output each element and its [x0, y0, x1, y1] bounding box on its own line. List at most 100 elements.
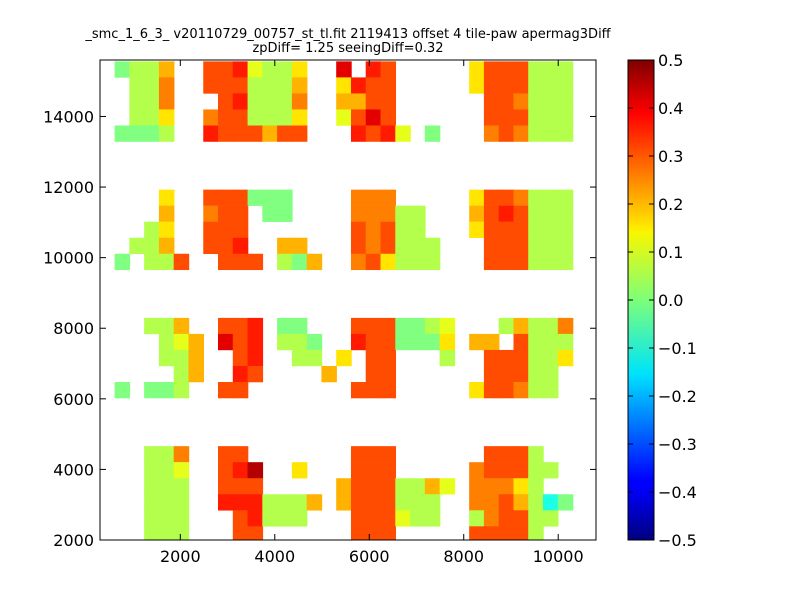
- heatmap-cell: [528, 221, 544, 238]
- heatmap-cell: [218, 462, 234, 479]
- heatmap-cell: [557, 189, 574, 206]
- heatmap-cell: [498, 510, 515, 527]
- heatmap-cell: [129, 77, 145, 94]
- heatmap-cell: [513, 253, 529, 271]
- heatmap-cell: [483, 382, 500, 399]
- heatmap-cell: [424, 510, 441, 527]
- heatmap-cell: [247, 462, 264, 479]
- colorbar-tick-label: −0.2: [658, 387, 697, 406]
- heatmap-cell: [557, 317, 574, 335]
- heatmap-cell: [218, 317, 234, 335]
- heatmap-cell: [262, 109, 278, 126]
- heatmap-cell: [365, 462, 382, 479]
- heatmap-cell: [291, 109, 308, 126]
- heatmap-cell: [247, 526, 264, 541]
- heatmap-cell: [498, 494, 515, 511]
- heatmap-cell: [232, 349, 249, 367]
- heatmap-cell: [247, 93, 264, 110]
- heatmap-cell: [498, 125, 515, 142]
- heatmap-cell: [365, 349, 382, 367]
- heatmap-cell: [277, 317, 293, 335]
- heatmap-cell: [218, 205, 234, 222]
- heatmap-cell: [424, 253, 441, 271]
- heatmap-cell: [218, 109, 234, 126]
- heatmap-cell: [469, 205, 485, 222]
- heatmap-cell: [350, 317, 367, 335]
- heatmap-cell: [365, 253, 382, 271]
- heatmap-cell: [173, 526, 190, 541]
- heatmap-cell: [439, 349, 456, 367]
- heatmap-cell: [410, 221, 426, 238]
- x-tick-label: 10000: [533, 547, 584, 566]
- heatmap-cell: [380, 77, 397, 94]
- heatmap-cell: [365, 205, 382, 222]
- heatmap-cell: [291, 349, 308, 367]
- heatmap-cell: [336, 109, 352, 126]
- heatmap-cell: [365, 494, 382, 511]
- heatmap-cell: [498, 77, 515, 94]
- heatmap-cell: [557, 205, 574, 222]
- colorbar-tick-label: −0.1: [658, 339, 697, 358]
- heatmap-cell: [513, 510, 529, 527]
- heatmap-cell: [188, 366, 204, 383]
- heatmap-cell: [528, 189, 544, 206]
- heatmap-cell: [380, 93, 397, 110]
- heatmap-cell: [395, 317, 411, 335]
- heatmap-cell: [424, 494, 441, 511]
- heatmap-cell: [350, 205, 367, 222]
- heatmap-cell: [114, 61, 131, 78]
- heatmap-cell: [498, 109, 515, 126]
- heatmap-cell: [483, 61, 500, 78]
- heatmap-cell: [513, 317, 529, 335]
- heatmap-cell: [144, 109, 160, 126]
- colorbar: 0.5 0.4 0.3 0.2 0.1 0.0 −0.1 −0.2 −0.3 −0.4 −0.5: [627, 51, 697, 550]
- heatmap-cell: [232, 366, 249, 383]
- heatmap-cell: [557, 93, 574, 110]
- heatmap-cell: [439, 478, 456, 495]
- heatmap-cell: [158, 317, 175, 335]
- heatmap-cell: [543, 317, 559, 335]
- heatmap-cell: [498, 317, 515, 335]
- heatmap-cell: [483, 77, 500, 94]
- heatmap-cell: [129, 93, 145, 110]
- heatmap-cell: [469, 333, 485, 351]
- heatmap-cell: [203, 61, 219, 78]
- heatmap-cell: [188, 333, 204, 351]
- heatmap-cell: [528, 61, 544, 78]
- heatmap-cell: [498, 221, 515, 238]
- heatmap-cell: [247, 189, 264, 206]
- heatmap-cell: [424, 237, 441, 255]
- heatmap-cell: [158, 494, 175, 511]
- heatmap-cell: [262, 77, 278, 94]
- heatmap-cell: [513, 446, 529, 463]
- heatmap-cell: [350, 382, 367, 399]
- colorbar-tick-label: −0.3: [658, 435, 697, 454]
- heatmap-cell: [483, 93, 500, 110]
- colorbar-tick-label: 0.0: [658, 291, 683, 310]
- heatmap-cell: [469, 382, 485, 399]
- heatmap-cell: [365, 125, 382, 142]
- heatmap-cell: [218, 93, 234, 110]
- heatmap-cell: [350, 494, 367, 511]
- heatmap-cell: [144, 494, 160, 511]
- heatmap-cell: [513, 382, 529, 399]
- heatmap-cell: [380, 494, 397, 511]
- heatmap-cell: [543, 77, 559, 94]
- heatmap-cell: [557, 61, 574, 78]
- x-tick-label: 4000: [254, 547, 295, 566]
- y-tick-label: 10000: [43, 249, 94, 268]
- heatmap-cell: [218, 221, 234, 238]
- heatmap-cell: [424, 317, 441, 335]
- heatmap-cell: [395, 510, 411, 527]
- heatmap-cell: [158, 93, 175, 110]
- heatmap-cell: [203, 189, 219, 206]
- plot-frame: [99, 59, 597, 541]
- heatmap-cell: [262, 93, 278, 110]
- heatmap-cell: [218, 237, 234, 255]
- x-axis: 2000 4000 6000 8000 10000: [160, 60, 584, 566]
- heatmap-cell: [350, 333, 367, 351]
- heatmap-cell: [483, 494, 500, 511]
- heatmap-cell: [365, 61, 382, 78]
- heatmap-cell: [365, 237, 382, 255]
- heatmap-cell: [232, 125, 249, 142]
